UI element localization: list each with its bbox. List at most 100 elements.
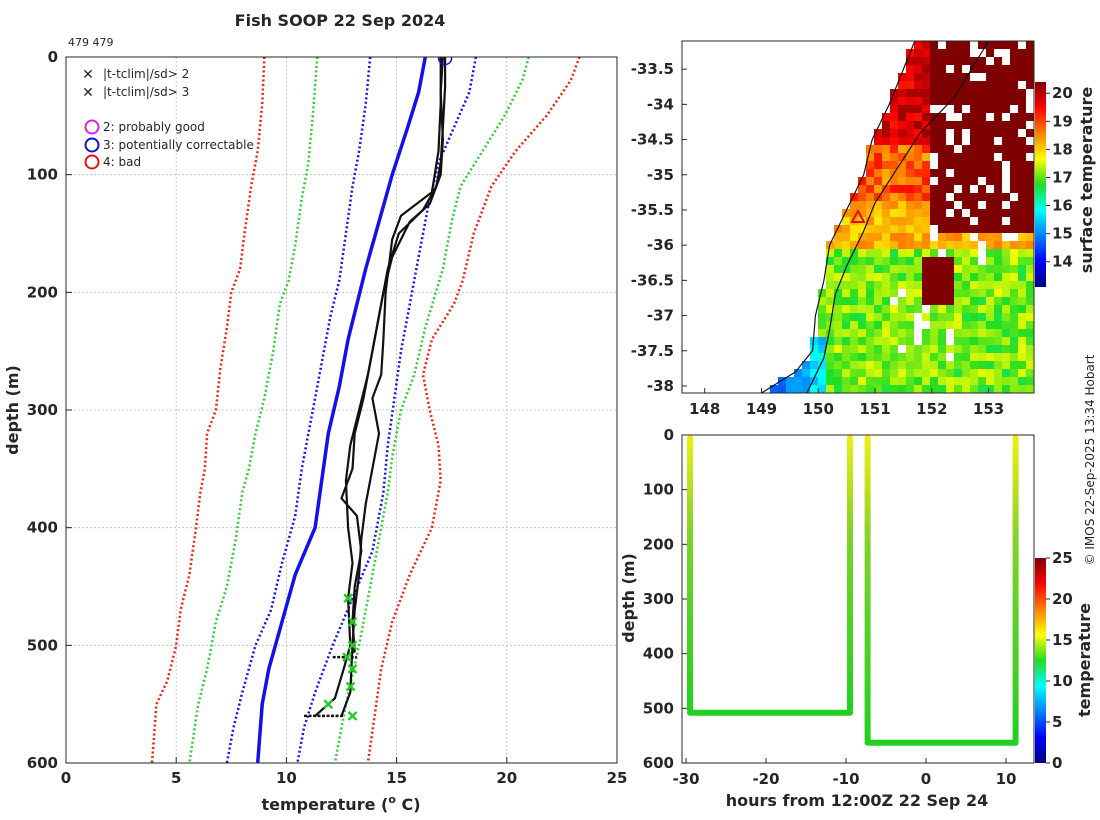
sst-cell bbox=[914, 265, 922, 273]
sst-cell bbox=[954, 385, 962, 393]
sst-cell bbox=[970, 97, 978, 105]
sst-cell bbox=[850, 385, 858, 393]
sst-cell bbox=[850, 313, 858, 321]
sst-cell bbox=[1018, 337, 1026, 345]
sst-cell bbox=[906, 105, 914, 113]
sst-cell bbox=[866, 289, 874, 297]
sst-cell bbox=[850, 225, 858, 233]
sst-cell bbox=[986, 305, 994, 313]
sst-cell bbox=[954, 353, 962, 361]
sst-cell bbox=[938, 361, 946, 369]
sst-cell bbox=[1018, 145, 1026, 153]
map-y-tick-label: -38 bbox=[647, 377, 674, 395]
map-x-tick-label: 152 bbox=[916, 400, 947, 418]
sst-cell bbox=[970, 385, 978, 393]
sst-cell bbox=[818, 305, 826, 313]
sst-cell bbox=[1026, 57, 1034, 65]
sst-cell bbox=[890, 193, 898, 201]
sst-cell bbox=[866, 209, 874, 217]
sst-cell bbox=[818, 353, 826, 361]
sst-cell bbox=[898, 193, 906, 201]
sst-cell bbox=[1018, 89, 1026, 97]
sst-cell bbox=[986, 201, 994, 209]
sst-cell bbox=[1010, 241, 1018, 249]
sst-cell bbox=[962, 81, 970, 89]
sst-cell bbox=[858, 185, 866, 193]
map-y-tick-label: -36.5 bbox=[631, 271, 674, 289]
sst-cell bbox=[842, 369, 850, 377]
sst-cell bbox=[1018, 329, 1026, 337]
map-cbar-tick-label: 16 bbox=[1052, 197, 1073, 215]
sst-cell bbox=[938, 233, 946, 241]
sst-cell bbox=[874, 353, 882, 361]
sst-cell bbox=[874, 249, 882, 257]
sst-cell bbox=[962, 169, 970, 177]
sst-cell bbox=[850, 265, 858, 273]
sst-cell bbox=[874, 361, 882, 369]
sst-cell bbox=[858, 377, 866, 385]
sst-cell bbox=[882, 145, 890, 153]
sst-cell bbox=[962, 177, 970, 185]
sst-cell bbox=[866, 249, 874, 257]
sst-cell bbox=[1026, 161, 1034, 169]
sst-cell bbox=[938, 313, 946, 321]
sst-cell bbox=[1002, 313, 1010, 321]
sst-cell bbox=[930, 217, 938, 225]
sst-cell bbox=[986, 49, 994, 57]
sst-cell bbox=[922, 97, 930, 105]
sst-cell bbox=[818, 369, 826, 377]
sst-cell bbox=[898, 217, 906, 225]
sst-cell bbox=[994, 73, 1002, 81]
sst-cell bbox=[882, 161, 890, 169]
ts-cbar-tick-label: 20 bbox=[1052, 590, 1073, 608]
sst-cell bbox=[858, 257, 866, 265]
sst-cell bbox=[978, 345, 986, 353]
sst-cell bbox=[1026, 369, 1034, 377]
sst-cell bbox=[930, 49, 938, 57]
map-x-tick-label: 148 bbox=[689, 400, 720, 418]
sst-cell bbox=[842, 353, 850, 361]
sst-cell bbox=[778, 377, 786, 385]
sst-cell bbox=[962, 345, 970, 353]
timeseries-colorbar-ticks: 0 5 10 15 20 25 bbox=[1046, 549, 1073, 772]
sst-cell bbox=[898, 233, 906, 241]
sst-cell bbox=[890, 249, 898, 257]
sst-cell bbox=[890, 353, 898, 361]
sst-cell bbox=[938, 217, 946, 225]
profile-ticks: 0 5 10 15 20 25 0 100 200 300 400 500 600 bbox=[27, 48, 628, 787]
sst-cell bbox=[986, 329, 994, 337]
sst-cell bbox=[954, 337, 962, 345]
sst-cell bbox=[898, 97, 906, 105]
sst-cell bbox=[970, 377, 978, 385]
sst-cell bbox=[922, 185, 930, 193]
sst-cell bbox=[914, 289, 922, 297]
sst-cell bbox=[938, 273, 946, 281]
sst-cell bbox=[1018, 297, 1026, 305]
sst-cell bbox=[850, 273, 858, 281]
sst-cell bbox=[834, 241, 842, 249]
sst-cell bbox=[1026, 329, 1034, 337]
sst-cell bbox=[962, 201, 970, 209]
sst-cell bbox=[802, 369, 810, 377]
sst-cell bbox=[954, 57, 962, 65]
sst-cell bbox=[890, 113, 898, 121]
sst-cell bbox=[898, 89, 906, 97]
sst-cell bbox=[858, 265, 866, 273]
sst-cell bbox=[874, 289, 882, 297]
sst-cell bbox=[962, 361, 970, 369]
sst-cell bbox=[922, 209, 930, 217]
sst-cell bbox=[946, 233, 954, 241]
sst-cell bbox=[922, 65, 930, 73]
sst-cell bbox=[1026, 49, 1034, 57]
sst-cell bbox=[874, 169, 882, 177]
sst-cell bbox=[898, 305, 906, 313]
sst-cell bbox=[954, 297, 962, 305]
map-y-tick-label: -33.5 bbox=[631, 60, 674, 78]
sst-cell bbox=[954, 89, 962, 97]
sst-cell bbox=[850, 201, 858, 209]
sst-cell bbox=[938, 369, 946, 377]
sst-cell bbox=[898, 281, 906, 289]
sst-cell bbox=[954, 65, 962, 73]
sst-cell bbox=[858, 177, 866, 185]
sst-cell bbox=[874, 209, 882, 217]
